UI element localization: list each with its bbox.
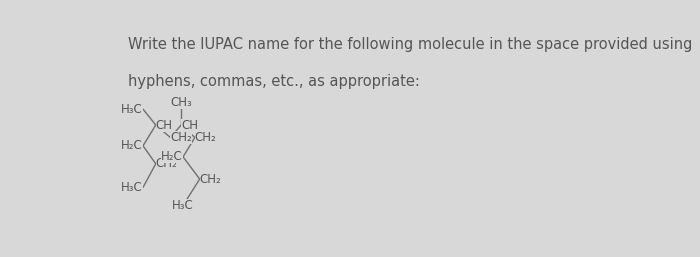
Text: H₂C: H₂C	[161, 150, 183, 163]
Text: CH₃: CH₃	[170, 96, 192, 109]
Text: H₃C: H₃C	[172, 199, 194, 212]
Text: CH₂: CH₂	[170, 131, 192, 144]
Text: H₃C: H₃C	[121, 103, 143, 116]
Text: Write the IUPAC name for the following molecule in the space provided using: Write the IUPAC name for the following m…	[128, 37, 692, 52]
Text: CH₂: CH₂	[199, 172, 221, 186]
Text: H₂C: H₂C	[121, 139, 143, 152]
Text: CH: CH	[181, 118, 198, 132]
Text: CH₂: CH₂	[195, 131, 216, 144]
Text: hyphens, commas, etc., as appropriate:: hyphens, commas, etc., as appropriate:	[128, 74, 420, 89]
Text: CH₂: CH₂	[155, 157, 178, 170]
Text: H₃C: H₃C	[121, 181, 143, 194]
Text: CH: CH	[155, 118, 173, 132]
